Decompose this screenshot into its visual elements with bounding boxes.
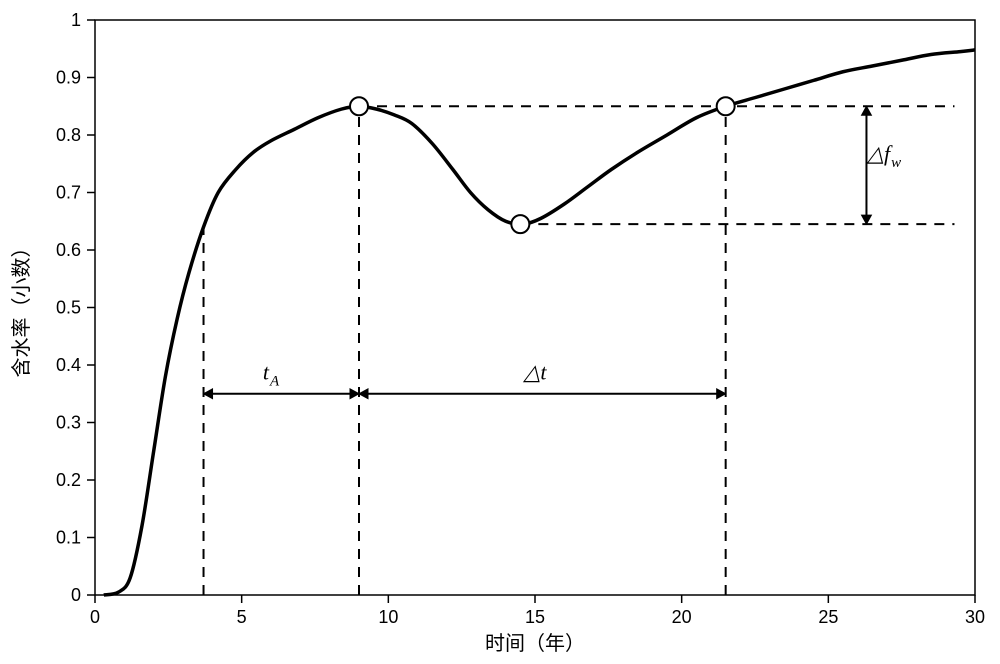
y-tick-label: 0.5 <box>56 298 81 318</box>
y-tick-label: 0.6 <box>56 240 81 260</box>
marker-point <box>350 97 368 115</box>
arrow-dt-head <box>717 389 726 399</box>
marker-point <box>511 215 529 233</box>
arrow-dt-head <box>359 389 368 399</box>
y-tick-label: 0.1 <box>56 528 81 548</box>
x-tick-label: 15 <box>525 607 545 627</box>
x-tick-label: 20 <box>672 607 692 627</box>
arrow-df-head <box>862 106 872 115</box>
arrow-tA-head <box>350 389 359 399</box>
water-cut-chart: 0 5 10 15 20 25 30 时间（年） 0 0.1 0.2 0.3 0.4 0.5 0.6 0.7 0… <box>0 0 1000 664</box>
y-tick-label: 0.7 <box>56 183 81 203</box>
y-tick-label: 0.9 <box>56 68 81 88</box>
arrow-tA-head <box>204 389 213 399</box>
x-tick-label: 25 <box>818 607 838 627</box>
water-cut-curve <box>104 50 975 595</box>
x-tick-label: 5 <box>237 607 247 627</box>
chart-container: 0 5 10 15 20 25 30 时间（年） 0 0.1 0.2 0.3 0.4 0.5 0.6 0.7 0… <box>0 0 1000 664</box>
arrow-df-head <box>862 215 872 224</box>
annotation-tA: tA <box>263 359 280 389</box>
x-tick-label: 30 <box>965 607 985 627</box>
y-tick-label: 0.8 <box>56 125 81 145</box>
y-tick-label: 0.2 <box>56 470 81 490</box>
plot-border <box>95 20 975 595</box>
x-axis-title: 时间（年） <box>485 632 585 655</box>
y-axis-title: 含水率（小数） <box>10 238 33 378</box>
y-tick-label: 0.4 <box>56 355 81 375</box>
x-tick-label: 0 <box>90 607 100 627</box>
annotation-dt: △t <box>522 359 547 384</box>
x-tick-label: 10 <box>378 607 398 627</box>
annotation-df: △fw <box>866 141 901 171</box>
marker-point <box>717 97 735 115</box>
y-tick-label: 0.3 <box>56 413 81 433</box>
y-tick-label: 0 <box>71 585 81 605</box>
y-tick-label: 1 <box>71 10 81 30</box>
